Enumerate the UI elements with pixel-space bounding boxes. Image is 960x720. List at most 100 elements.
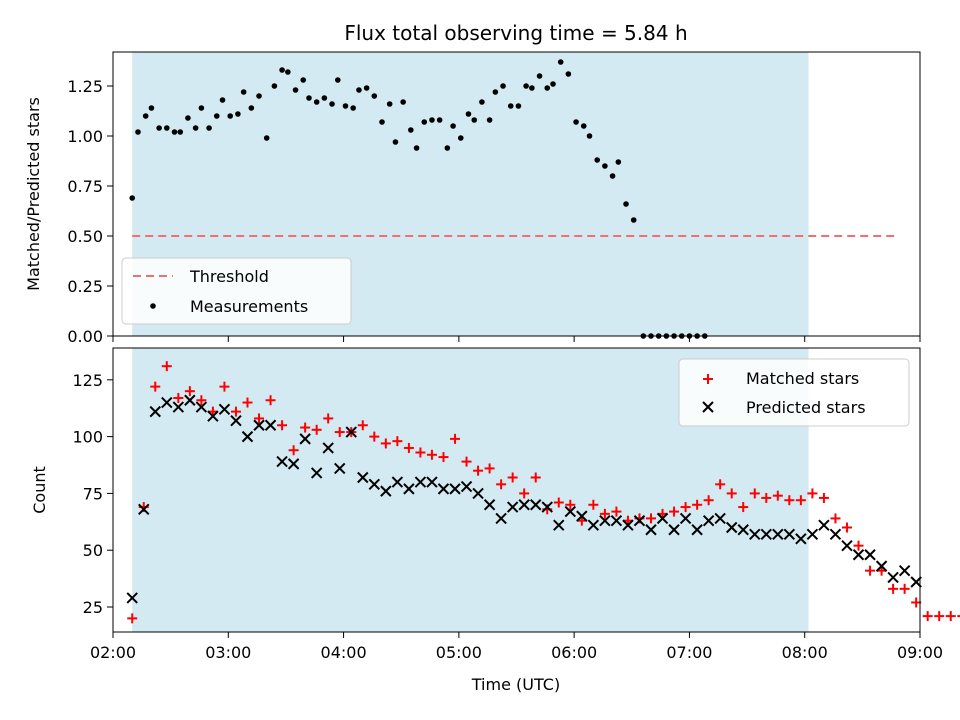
measurement-point [321, 95, 328, 101]
measurement-point [479, 99, 485, 105]
predicted-star-marker [437, 483, 450, 495]
measurement-point [573, 119, 579, 125]
measurement-point [300, 77, 307, 83]
matched-star-marker [888, 583, 899, 594]
y-tick-label: 0.25 [67, 277, 103, 296]
matched-star-marker [738, 502, 749, 513]
matched-star-marker [230, 406, 241, 417]
measurement-point [342, 103, 349, 109]
matched-star-marker [173, 392, 184, 403]
predicted-star-marker [380, 485, 392, 497]
predicted-star-marker [564, 505, 577, 518]
predicted-star-marker [334, 462, 346, 475]
matched-star-marker [403, 442, 414, 453]
predicted-star-marker [460, 480, 473, 493]
legend-matched-swatch [703, 374, 713, 384]
predicted-star-marker [391, 476, 404, 488]
legend-box [121, 257, 352, 325]
matched-star-marker [611, 506, 622, 517]
measurement-point [392, 139, 399, 145]
predicted-star-marker [299, 433, 311, 445]
predicted-star-marker [875, 560, 888, 572]
matched-star-marker [818, 492, 829, 503]
top-panel: 0.00 0.25 0.50 0.75 1.00 1.25 Matched/Predict… [24, 51, 921, 346]
predicted-star-marker [195, 401, 208, 413]
measurement-point [386, 101, 393, 107]
measurement-point [602, 163, 608, 169]
measurement-point [306, 95, 312, 101]
predicted-star-marker [622, 519, 634, 531]
predicted-star-marker [241, 430, 254, 443]
matched-star-marker [749, 488, 760, 499]
measurement-point [594, 157, 600, 163]
matched-star-marker [588, 499, 599, 510]
predicted-star-marker [679, 512, 692, 525]
y-tick-label: 0.00 [67, 327, 103, 346]
matched-star-marker [196, 395, 207, 406]
measurement-point [148, 105, 155, 111]
y-tick-label: 50 [83, 541, 103, 560]
measurement-point [356, 87, 362, 93]
matched-star-marker [473, 465, 484, 476]
predicted-star-marker [184, 394, 196, 406]
measurement-point [379, 119, 385, 125]
matched-star-marker [680, 502, 691, 513]
legend-box [678, 358, 910, 427]
predicted-star-marker [668, 524, 680, 536]
measurement-point [465, 111, 472, 117]
bottom-y-axis-label: Count [30, 466, 49, 514]
predicted-star-marker [541, 501, 553, 513]
measurement-point [492, 89, 499, 95]
matched-star-marker [254, 413, 265, 424]
predicted-star-marker [887, 571, 899, 584]
matched-star-marker [461, 456, 472, 467]
predicted-star-marker [656, 512, 669, 525]
predicted-star-marker [737, 524, 749, 536]
predicted-star-marker [806, 528, 819, 541]
measurement-point [444, 145, 451, 151]
matched-star-marker [415, 447, 426, 458]
matched-star-marker [184, 386, 195, 397]
predicted-star-marker [506, 501, 519, 513]
predicted-star-marker [357, 471, 369, 484]
matched-star-marker [669, 506, 680, 517]
x-tick-label: 04:00 [321, 643, 367, 662]
predicted-star-marker [772, 528, 784, 541]
legend-threshold-label: Threshold [189, 267, 269, 286]
matched-star-marker [334, 427, 345, 438]
predicted-star-marker [645, 524, 657, 536]
measurement-point [219, 97, 226, 103]
matched-star-marker [853, 540, 864, 551]
x-tick-label: 06:00 [551, 643, 597, 662]
predicted-star-marker [530, 499, 542, 511]
predicted-star-marker [702, 514, 715, 527]
matched-star-marker [311, 424, 322, 435]
chart-title: Flux total observing time = 5.84 h [344, 21, 687, 45]
matched-star-marker [599, 508, 610, 519]
legend-predicted-label: Predicted stars [746, 398, 866, 417]
matched-star-marker [450, 433, 461, 444]
matched-star-marker [761, 492, 772, 503]
bottom-x-axis-label: Time (UTC) [471, 675, 560, 694]
y-tick-label: 1.00 [67, 127, 103, 146]
predicted-star-marker [818, 519, 830, 531]
matched-star-marker [150, 381, 161, 392]
predicted-star-marker [599, 514, 611, 527]
matched-star-marker [219, 381, 230, 392]
predicted-star-marker [725, 521, 738, 534]
measurement-point [586, 133, 593, 139]
y-tick-label: 75 [83, 484, 103, 503]
measurement-point [256, 93, 262, 99]
predicted-star-marker [852, 549, 865, 561]
predicted-star-marker [864, 549, 876, 561]
matched-star-marker [911, 597, 922, 608]
measurement-point [135, 129, 141, 135]
legend-measurement-label: Measurements [190, 297, 308, 316]
predicted-star-marker [149, 405, 161, 418]
predicted-star-marker [749, 528, 761, 541]
measurement-point [500, 83, 506, 89]
measurement-point [198, 105, 205, 111]
predicted-star-marker [230, 414, 242, 427]
measurement-point [164, 125, 170, 131]
matched-star-marker [242, 397, 253, 408]
